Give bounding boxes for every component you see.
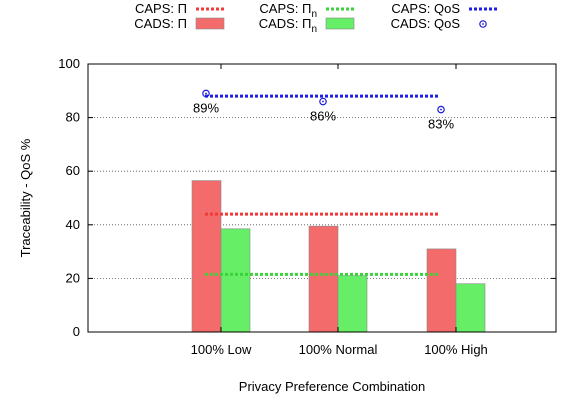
y-axis-label: Traceability - QoS % [18, 138, 33, 257]
legend-label: CAPS: Π [135, 1, 187, 16]
legend-label: CADS: QoS [391, 16, 461, 31]
x-axis-ticks: 100% Low 100% Normal 100% High [191, 64, 488, 357]
data-label: 86% [310, 109, 336, 124]
x-tick-label: 100% Normal [299, 342, 378, 357]
x-axis-label: Privacy Preference Combination [239, 379, 425, 394]
bar [337, 275, 368, 333]
legend-swatch [325, 17, 355, 30]
data-point-center [440, 108, 442, 111]
x-tick-label: 100% Low [191, 342, 252, 357]
data-point [202, 89, 210, 98]
y-tick-label: 0 [73, 324, 80, 339]
bar [426, 248, 457, 333]
bar [220, 228, 251, 333]
y-tick-label: 60 [66, 163, 80, 178]
legend-label: CADS: Π [134, 16, 187, 31]
data-label: 83% [428, 117, 454, 132]
y-tick-label: 80 [66, 110, 80, 125]
data-point [437, 105, 445, 114]
x-tick-label: 100% High [424, 342, 488, 357]
legend-swatch-center [482, 23, 484, 25]
y-tick-label: 40 [66, 217, 80, 232]
bar [308, 225, 339, 333]
y-tick-label: 20 [66, 270, 80, 285]
plot-area: 89% 86% 83% [191, 89, 486, 333]
bar [455, 283, 486, 333]
legend-label: CAPS: Πn [259, 1, 317, 20]
data-label: 89% [193, 100, 219, 115]
legend-label: CAPS: QoS [391, 1, 460, 16]
data-point-center [205, 92, 207, 95]
data-point-center [322, 100, 324, 103]
y-tick-label: 100 [58, 56, 80, 71]
bar [191, 180, 222, 333]
y-axis-ticks: 0 20 40 60 80 100 [58, 56, 556, 339]
data-point [319, 97, 327, 106]
legend-label: CADS: Πn [259, 16, 317, 35]
legend-swatch [479, 20, 487, 28]
plot-frame [87, 63, 557, 333]
legend-swatch [195, 17, 225, 30]
